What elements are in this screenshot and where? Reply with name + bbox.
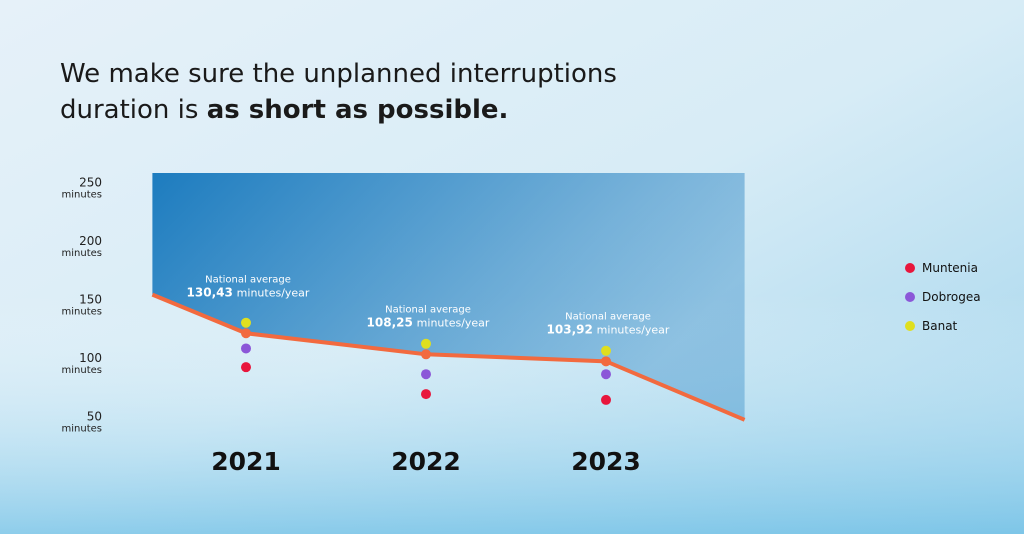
- y-unit-label: minutes: [62, 365, 102, 376]
- legend-label: Dobrogea: [922, 290, 981, 304]
- y-unit-label: minutes: [62, 423, 102, 434]
- annotation-label: National average: [205, 274, 291, 285]
- legend-swatch: [905, 263, 915, 273]
- region-dot: [601, 369, 611, 380]
- y-tick-label: 250: [79, 175, 102, 189]
- legend-swatch: [905, 321, 915, 331]
- y-unit-label: minutes: [62, 306, 102, 317]
- annotation-value: 130,43 minutes/year: [187, 285, 310, 299]
- region-dot: [421, 389, 431, 400]
- annotation-number: 103,92: [547, 322, 593, 336]
- region-dot: [241, 362, 251, 373]
- title-line: duration is as short as possible.: [60, 95, 508, 125]
- title-bold: as short as possible.: [207, 95, 509, 125]
- legend-label: Banat: [922, 319, 958, 333]
- region-dot: [601, 394, 611, 405]
- average-dot: [601, 356, 611, 367]
- x-tick-label: 2022: [391, 447, 461, 476]
- region-dot: [421, 369, 431, 380]
- region-dot: [241, 317, 251, 328]
- average-dot: [421, 349, 431, 360]
- region-dot: [601, 345, 611, 356]
- region-dot: [241, 343, 251, 354]
- y-unit-label: minutes: [62, 189, 102, 200]
- x-tick-label: 2021: [211, 447, 281, 476]
- annotation-label: National average: [385, 304, 471, 315]
- annotation-unit: minutes/year: [417, 316, 490, 329]
- y-tick-label: 100: [79, 351, 102, 365]
- legend-label: Muntenia: [922, 261, 978, 275]
- y-tick-label: 150: [79, 292, 102, 306]
- annotation-label: National average: [565, 311, 651, 322]
- legend-swatch: [905, 292, 915, 302]
- average-dot: [241, 328, 251, 339]
- annotation-number: 130,43: [187, 285, 233, 299]
- title-line: We make sure the unplanned interruptions: [60, 59, 617, 89]
- x-tick-label: 2023: [571, 447, 641, 476]
- y-tick-label: 200: [79, 234, 102, 248]
- annotation-unit: minutes/year: [237, 286, 310, 299]
- annotation-value: 103,92 minutes/year: [547, 322, 670, 336]
- annotation-unit: minutes/year: [597, 323, 670, 336]
- region-dot: [421, 338, 431, 349]
- y-unit-label: minutes: [62, 248, 102, 259]
- annotation-number: 108,25: [367, 315, 413, 329]
- y-tick-label: 50: [87, 409, 102, 423]
- title-text: duration is: [60, 95, 207, 125]
- area: [152, 173, 745, 420]
- annotation-value: 108,25 minutes/year: [367, 315, 490, 329]
